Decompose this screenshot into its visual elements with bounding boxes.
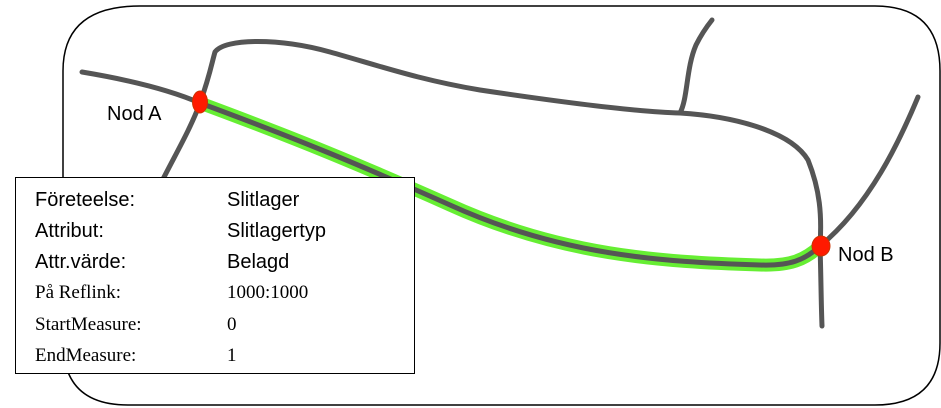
- info-value: Slitlager: [227, 189, 300, 211]
- road-south: [817, 243, 825, 329]
- road-north-loop: [197, 39, 824, 249]
- info-key: EndMeasure:: [35, 345, 137, 366]
- info-value: 1: [227, 345, 237, 366]
- info-value: Slitlagertyp: [227, 220, 326, 242]
- info-key: Attribut:: [35, 220, 104, 242]
- road-southwest: [157, 100, 203, 188]
- info-key: Företeelse:: [35, 189, 136, 211]
- info-value: 1000:1000: [227, 282, 309, 303]
- info-value: Belagd: [227, 251, 290, 273]
- node-a-label: Nod A: [107, 103, 162, 125]
- node-b-marker: [811, 235, 831, 257]
- node-b-label: Nod B: [838, 244, 894, 266]
- road-west: [79, 69, 203, 106]
- map-frame: [62, 5, 941, 406]
- info-key: På Reflink:: [35, 282, 122, 303]
- info-value: 0: [227, 314, 237, 335]
- road-northeast: [817, 94, 921, 249]
- road-north-spur: [677, 17, 715, 116]
- node-a-marker: [192, 90, 208, 114]
- road-main: [197, 100, 823, 268]
- attribute-info-box: Företeelse: Slitlager Attribut: Slitlage…: [15, 177, 415, 374]
- info-key: Attr.värde:: [35, 251, 127, 273]
- info-key: StartMeasure:: [35, 314, 142, 335]
